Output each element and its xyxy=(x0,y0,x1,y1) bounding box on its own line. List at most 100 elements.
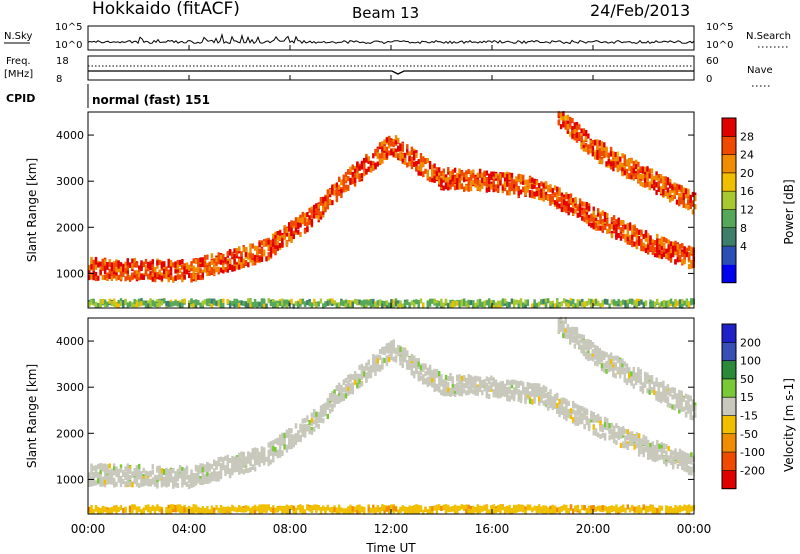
data-cell xyxy=(106,272,109,278)
data-cell xyxy=(469,174,473,180)
data-cell xyxy=(260,446,264,452)
data-cell xyxy=(610,233,614,239)
data-cell xyxy=(288,428,291,434)
data-cell xyxy=(149,262,152,268)
data-cell xyxy=(606,419,609,425)
data-cell xyxy=(156,474,159,480)
data-cell xyxy=(524,299,527,305)
data-cell xyxy=(410,356,414,362)
data-cell xyxy=(571,326,574,332)
data-cell xyxy=(217,252,220,258)
data-cell xyxy=(408,161,411,167)
data-cell xyxy=(278,436,282,442)
data-cell xyxy=(242,258,245,264)
data-cell xyxy=(290,229,293,235)
data-cell xyxy=(128,262,132,268)
data-cell xyxy=(584,147,588,153)
data-cell xyxy=(572,401,575,407)
data-cell xyxy=(92,263,95,269)
data-cell xyxy=(635,228,639,234)
data-cell xyxy=(367,370,370,376)
data-cell xyxy=(659,392,663,398)
data-cell xyxy=(103,463,107,469)
data-cell xyxy=(616,151,620,157)
data-cell xyxy=(410,300,414,306)
data-cell xyxy=(165,467,168,473)
data-cell xyxy=(485,187,489,193)
data-cell xyxy=(390,148,393,154)
data-cell xyxy=(247,303,250,309)
data-cell xyxy=(622,430,625,436)
data-cell xyxy=(673,182,676,188)
data-cell xyxy=(449,174,452,180)
data-cell xyxy=(428,160,432,166)
data-cell xyxy=(634,164,638,170)
data-cell xyxy=(240,456,243,462)
data-cell xyxy=(106,474,109,480)
data-cell xyxy=(124,268,127,274)
data-cell xyxy=(608,303,611,309)
data-cell xyxy=(322,209,325,215)
data-cell xyxy=(144,302,148,308)
data-cell xyxy=(631,230,634,236)
data-cell xyxy=(349,166,352,172)
data-cell xyxy=(553,403,557,409)
data-cell xyxy=(190,469,193,475)
data-cell xyxy=(644,247,648,253)
data-cell xyxy=(435,174,439,180)
data-cell xyxy=(176,475,179,481)
nsearch-tick-low: 10^0 xyxy=(706,40,733,51)
data-cell xyxy=(656,439,659,445)
data-cell xyxy=(494,173,498,179)
data-cell xyxy=(235,298,239,304)
data-cell xyxy=(578,339,581,345)
data-cell xyxy=(565,208,568,214)
data-cell xyxy=(599,420,602,426)
data-cell xyxy=(649,303,652,309)
data-cell xyxy=(608,223,611,229)
data-cell xyxy=(181,299,184,305)
data-cell xyxy=(267,461,270,467)
data-cell xyxy=(560,409,564,415)
data-cell xyxy=(556,194,559,200)
data-cell xyxy=(244,260,248,266)
data-cell xyxy=(622,220,625,226)
data-cell xyxy=(659,174,663,180)
data-cell xyxy=(365,362,368,368)
data-cell xyxy=(684,189,688,195)
data-cell xyxy=(597,416,600,422)
data-cell xyxy=(614,151,617,157)
data-cell xyxy=(388,354,391,360)
data-cell xyxy=(256,257,259,263)
data-cell xyxy=(633,300,636,306)
data-cell xyxy=(126,477,129,483)
data-cell xyxy=(315,418,318,424)
data-cell xyxy=(681,461,684,467)
data-cell xyxy=(347,299,350,305)
data-cell xyxy=(573,134,576,140)
data-cell xyxy=(122,267,125,273)
data-cell xyxy=(444,184,448,190)
data-cell xyxy=(623,159,626,165)
data-cell xyxy=(560,399,564,405)
data-cell xyxy=(669,250,673,256)
data-cell xyxy=(138,298,141,304)
data-cell xyxy=(174,268,177,274)
data-cell xyxy=(639,375,642,381)
data-cell xyxy=(356,377,359,383)
data-cell xyxy=(678,254,682,260)
data-cell xyxy=(238,461,241,467)
data-cell xyxy=(469,300,473,306)
data-cell xyxy=(208,298,211,304)
data-cell xyxy=(267,244,270,250)
data-cell xyxy=(253,260,257,266)
data-cell xyxy=(351,382,354,388)
data-cell xyxy=(581,201,584,207)
data-cell xyxy=(338,398,341,404)
data-cell xyxy=(458,389,461,395)
data-cell xyxy=(326,195,329,201)
data-cell xyxy=(188,264,191,270)
data-cell xyxy=(99,478,102,484)
data-cell xyxy=(564,115,567,121)
data-cell xyxy=(319,405,323,411)
